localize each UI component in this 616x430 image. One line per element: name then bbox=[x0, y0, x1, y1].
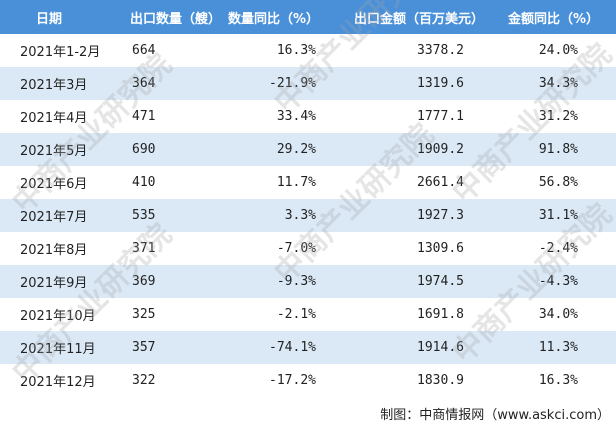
table-row: 2021年8月 371 -7.0% 1309.6 -2.4% bbox=[0, 232, 616, 265]
cell-export-quantity: 535 bbox=[132, 208, 156, 223]
cell-amount-yoy: 11.3% bbox=[538, 340, 578, 355]
cell-export-amount: 1909.2 bbox=[417, 142, 464, 157]
cell-export-quantity: 364 bbox=[132, 76, 156, 91]
cell-export-quantity: 371 bbox=[132, 241, 156, 256]
header-export-quantity: 出口数量（艘） bbox=[130, 11, 222, 27]
cell-export-amount: 1319.6 bbox=[417, 76, 464, 91]
table-row: 2021年4月 471 33.4% 1777.1 31.2% bbox=[0, 100, 616, 133]
cell-amount-yoy: 31.2% bbox=[538, 109, 578, 124]
cell-export-quantity: 471 bbox=[132, 109, 156, 124]
cell-amount-yoy: 34.0% bbox=[538, 307, 578, 322]
cell-amount-yoy: 91.8% bbox=[538, 142, 578, 157]
header-date: 日期 bbox=[36, 11, 63, 27]
cell-date: 2021年7月 bbox=[20, 210, 88, 225]
cell-export-amount: 3378.2 bbox=[417, 43, 464, 58]
cell-quantity-yoy: -17.2% bbox=[269, 373, 316, 388]
cell-amount-yoy: 56.8% bbox=[538, 175, 578, 190]
cell-amount-yoy: 16.3% bbox=[538, 373, 578, 388]
cell-amount-yoy: 34.3% bbox=[538, 76, 578, 91]
cell-amount-yoy: 31.1% bbox=[538, 208, 578, 223]
table-row: 2021年12月 322 -17.2% 1830.9 16.3% bbox=[0, 364, 616, 397]
table-body: 2021年1-2月 664 16.3% 3378.2 24.0% 2021年3月 364 -2… bbox=[0, 34, 616, 397]
cell-quantity-yoy: 33.4% bbox=[276, 109, 316, 124]
header-quantity-yoy: 数量同比（%） bbox=[228, 11, 320, 27]
cell-quantity-yoy: 16.3% bbox=[276, 43, 316, 58]
cell-export-quantity: 357 bbox=[132, 340, 156, 355]
data-table: 日期 出口数量（艘） 数量同比（%） 出口金额（百万美元） 金额同比（%） 20… bbox=[0, 0, 616, 397]
cell-quantity-yoy: 11.7% bbox=[276, 175, 316, 190]
cell-export-amount: 1914.6 bbox=[417, 340, 464, 355]
cell-date: 2021年5月 bbox=[20, 144, 88, 159]
cell-quantity-yoy: -7.0% bbox=[276, 241, 316, 256]
cell-date: 2021年12月 bbox=[20, 375, 96, 390]
table-row: 2021年5月 690 29.2% 1909.2 91.8% bbox=[0, 133, 616, 166]
cell-date: 2021年3月 bbox=[20, 78, 88, 93]
cell-export-quantity: 325 bbox=[132, 307, 156, 322]
cell-date: 2021年8月 bbox=[20, 243, 88, 258]
cell-export-amount: 1309.6 bbox=[417, 241, 464, 256]
table-row: 2021年9月 369 -9.3% 1974.5 -4.3% bbox=[0, 265, 616, 298]
cell-export-quantity: 664 bbox=[132, 43, 156, 58]
cell-date: 2021年6月 bbox=[20, 177, 88, 192]
cell-amount-yoy: -4.3% bbox=[538, 274, 578, 289]
table-row: 2021年10月 325 -2.1% 1691.8 34.0% bbox=[0, 298, 616, 331]
table-row: 2021年7月 535 3.3% 1927.3 31.1% bbox=[0, 199, 616, 232]
cell-export-amount: 1927.3 bbox=[417, 208, 464, 223]
cell-quantity-yoy: 29.2% bbox=[276, 142, 316, 157]
table-row: 2021年6月 410 11.7% 2661.4 56.8% bbox=[0, 166, 616, 199]
cell-quantity-yoy: -2.1% bbox=[276, 307, 316, 322]
cell-export-amount: 1691.8 bbox=[417, 307, 464, 322]
cell-export-amount: 1777.1 bbox=[417, 109, 464, 124]
cell-export-quantity: 410 bbox=[132, 175, 156, 190]
cell-amount-yoy: -2.4% bbox=[538, 241, 578, 256]
table-header: 日期 出口数量（艘） 数量同比（%） 出口金额（百万美元） 金额同比（%） bbox=[0, 0, 616, 34]
cell-date: 2021年1-2月 bbox=[20, 45, 101, 60]
cell-export-quantity: 690 bbox=[132, 142, 156, 157]
cell-date: 2021年10月 bbox=[20, 309, 96, 324]
cell-export-quantity: 322 bbox=[132, 373, 156, 388]
cell-quantity-yoy: -21.9% bbox=[269, 76, 316, 91]
cell-quantity-yoy: -9.3% bbox=[276, 274, 316, 289]
cell-amount-yoy: 24.0% bbox=[538, 43, 578, 58]
header-export-amount: 出口金额（百万美元） bbox=[354, 11, 485, 27]
table-row: 2021年1-2月 664 16.3% 3378.2 24.0% bbox=[0, 34, 616, 67]
cell-export-amount: 1974.5 bbox=[417, 274, 464, 289]
cell-export-amount: 2661.4 bbox=[417, 175, 464, 190]
cell-quantity-yoy: 3.3% bbox=[284, 208, 316, 223]
table-row: 2021年3月 364 -21.9% 1319.6 34.3% bbox=[0, 67, 616, 100]
cell-date: 2021年4月 bbox=[20, 111, 88, 126]
table-row: 2021年11月 357 -74.1% 1914.6 11.3% bbox=[0, 331, 616, 364]
cell-date: 2021年11月 bbox=[20, 342, 96, 357]
cell-quantity-yoy: -74.1% bbox=[269, 340, 316, 355]
cell-export-amount: 1830.9 bbox=[417, 373, 464, 388]
source-credit: 制图：中商情报网（www.askci.com） bbox=[380, 408, 610, 423]
header-amount-yoy: 金额同比（%） bbox=[508, 11, 600, 27]
cell-export-quantity: 369 bbox=[132, 274, 156, 289]
cell-date: 2021年9月 bbox=[20, 276, 88, 291]
